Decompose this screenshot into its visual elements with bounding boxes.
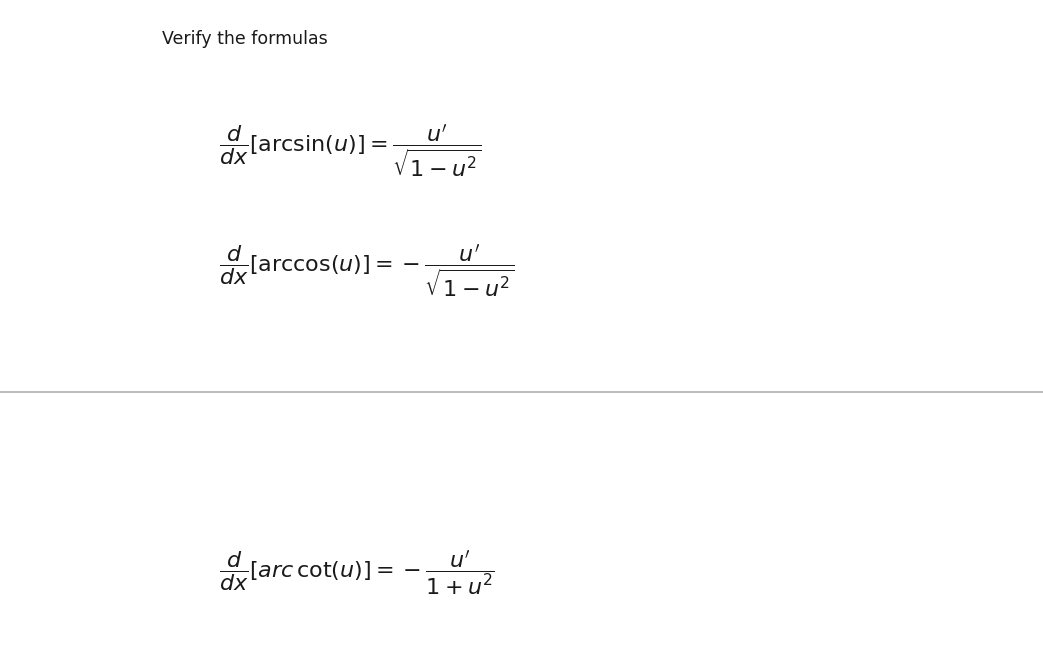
Text: $\dfrac{d}{dx}[\arcsin(u)] = \dfrac{u'}{\sqrt{1-u^2}}$: $\dfrac{d}{dx}[\arcsin(u)] = \dfrac{u'}{… [219, 123, 482, 179]
Text: Verify the formulas: Verify the formulas [162, 30, 328, 48]
Text: $\dfrac{d}{dx}[\arccos(u)] = -\dfrac{u'}{\sqrt{1-u^2}}$: $\dfrac{d}{dx}[\arccos(u)] = -\dfrac{u'}… [219, 243, 514, 299]
Text: $\dfrac{d}{dx}[arc\,\cot(u)] = -\dfrac{u'}{1+u^2}$: $\dfrac{d}{dx}[arc\,\cot(u)] = -\dfrac{u… [219, 549, 494, 597]
